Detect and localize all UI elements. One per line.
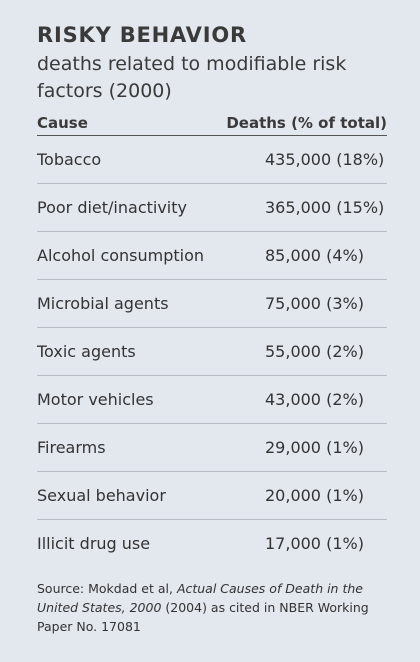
deaths-cell: 17,000 (1%) [265, 534, 364, 553]
table-header: Cause Deaths (% of total) [37, 114, 387, 136]
deaths-cell: 20,000 (1%) [265, 486, 364, 505]
source-publication: Actual Causes of Death in the United Sta… [37, 581, 363, 615]
table-row: Poor diet/inactivity 365,000 (15%) [37, 184, 387, 232]
deaths-cell: 43,000 (2%) [265, 390, 364, 409]
cause-cell: Sexual behavior [37, 486, 166, 505]
deaths-cell: 29,000 (1%) [265, 438, 364, 457]
table-row: Motor vehicles 43,000 (2%) [37, 376, 387, 424]
table-row: Toxic agents 55,000 (2%) [37, 328, 387, 376]
table-row: Microbial agents 75,000 (3%) [37, 280, 387, 328]
table-row: Illicit drug use 17,000 (1%) [37, 520, 387, 567]
table-row: Alcohol consumption 85,000 (4%) [37, 232, 387, 280]
cause-cell: Alcohol consumption [37, 246, 205, 265]
deaths-cell: 75,000 (3%) [265, 294, 364, 313]
table-row: Tobacco 435,000 (18%) [37, 136, 387, 184]
deaths-cell: 435,000 (18%) [265, 150, 385, 169]
deaths-cell: 85,000 (4%) [265, 246, 364, 265]
panel-title: RISKY BEHAVIOR [37, 23, 247, 47]
column-header-cause: Cause [37, 114, 88, 132]
table-row: Sexual behavior 20,000 (1%) [37, 472, 387, 520]
cause-cell: Illicit drug use [37, 534, 151, 553]
source-prefix: Source: Mokdad et al, [37, 581, 177, 596]
deaths-cell: 55,000 (2%) [265, 342, 364, 361]
panel-subtitle: deaths related to modifiable risk factor… [37, 53, 347, 102]
source-note: Source: Mokdad et al, Actual Causes of D… [37, 579, 387, 636]
cause-cell: Toxic agents [37, 342, 136, 361]
cause-cell: Poor diet/inactivity [37, 198, 187, 217]
column-header-deaths: Deaths (% of total) [226, 114, 387, 132]
cause-cell: Microbial agents [37, 294, 169, 313]
cause-cell: Tobacco [37, 150, 102, 169]
cause-cell: Firearms [37, 438, 106, 457]
table-row: Firearms 29,000 (1%) [37, 424, 387, 472]
table-body: Tobacco 435,000 (18%) Poor diet/inactivi… [37, 136, 387, 567]
source-suffix: (2004) as cited in NBER Working Paper No… [37, 600, 369, 634]
deaths-cell: 365,000 (15%) [265, 198, 385, 217]
risky-behavior-panel: RISKY BEHAVIOR deaths related to modifia… [37, 22, 387, 636]
cause-cell: Motor vehicles [37, 390, 154, 409]
